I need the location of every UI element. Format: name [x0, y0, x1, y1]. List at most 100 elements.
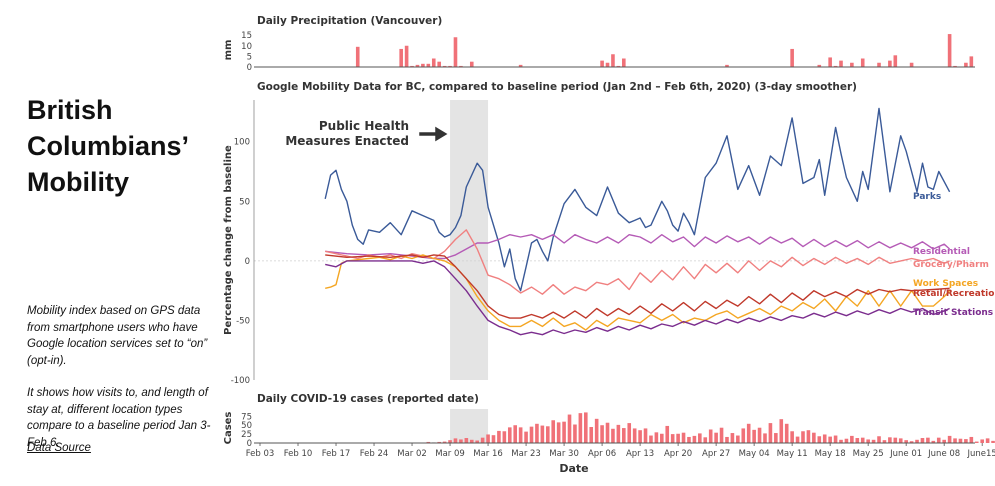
cases-bar — [665, 425, 670, 443]
cases-bar — [442, 441, 447, 443]
precip-bar — [622, 58, 626, 67]
cases-bar — [578, 413, 583, 443]
cases-bar — [752, 429, 756, 443]
cases-bar — [888, 437, 892, 443]
cases-bar — [833, 435, 838, 443]
cases-bar — [513, 425, 518, 443]
series-line — [325, 260, 950, 336]
x-tick-label: Apr 13 — [626, 449, 654, 459]
cases-bar — [518, 427, 523, 443]
cases-bar — [866, 439, 870, 443]
cases-bar — [556, 422, 561, 443]
cases-bar — [545, 426, 550, 443]
precip-bar — [893, 55, 898, 67]
cases-bar — [980, 439, 984, 443]
cases-bar — [524, 431, 528, 443]
x-tick-label: Mar 23 — [511, 449, 541, 459]
cases-bar — [714, 432, 718, 443]
cases-bar — [725, 436, 729, 443]
cases-bar — [942, 439, 946, 443]
cases-bar — [562, 421, 566, 443]
precip-bar — [399, 48, 403, 67]
precip-bar — [404, 45, 409, 67]
x-tick-label: May 04 — [739, 449, 770, 459]
x-tick-label: Apr 27 — [702, 449, 730, 459]
legend-label: Transit Stations — [913, 308, 993, 318]
cases-bar — [801, 431, 805, 443]
cases-bar — [877, 436, 881, 443]
cases-bar — [567, 414, 572, 443]
precip-bar — [421, 63, 425, 67]
cases-bar — [844, 438, 849, 443]
cases-bar — [643, 428, 648, 443]
cases-bar — [757, 427, 762, 443]
cases-bar — [486, 434, 490, 443]
mobility-y-tick: 0 — [245, 257, 250, 267]
cases-bar — [573, 424, 577, 443]
precip-bar — [415, 64, 420, 67]
cases-bar — [475, 440, 479, 443]
description-paragraph-1: Mobility index based on GPS data from sm… — [27, 305, 208, 367]
cases-y-tick: 50 — [241, 421, 252, 431]
precip-bar — [469, 61, 474, 67]
cases-bar — [507, 427, 512, 443]
precip-bar — [442, 65, 447, 67]
cases-bar — [600, 425, 604, 443]
cases-bar — [931, 440, 936, 443]
cases-bar — [746, 423, 751, 443]
precip-bar — [600, 60, 604, 67]
cases-bar — [817, 436, 822, 443]
cases-bar — [719, 427, 724, 443]
cases-bar — [969, 436, 974, 443]
cases-bar — [774, 433, 778, 443]
precip-title: Daily Precipitation (Vancouver) — [257, 15, 442, 27]
precip-bar — [790, 48, 794, 67]
cases-bar — [589, 427, 594, 443]
description: Mobility index based on GPS data from sm… — [27, 303, 217, 467]
legend-label: Work Spaces — [913, 279, 978, 289]
cases-bar — [790, 431, 794, 443]
cases-bar — [904, 440, 908, 443]
x-tick-label: Mar 30 — [549, 449, 579, 459]
mobility-y-tick: -100 — [231, 376, 250, 386]
cases-bar — [654, 432, 659, 443]
cases-bar — [649, 435, 653, 443]
x-axis-label: Date — [559, 462, 588, 475]
cases-bar — [535, 423, 539, 443]
cases-bar — [898, 438, 903, 443]
x-tick-label: Feb 03 — [246, 449, 275, 459]
cases-bar — [958, 438, 963, 443]
precip-bar — [964, 62, 968, 67]
annotation-text: Public Health — [319, 119, 409, 133]
series-line — [325, 233, 951, 260]
cases-bar — [502, 431, 507, 443]
precip-bar — [410, 65, 414, 67]
cases-bar — [670, 434, 675, 443]
x-tick-label: May 18 — [815, 449, 846, 459]
cases-bar — [681, 432, 686, 443]
cases-bar — [920, 438, 925, 443]
precip-bar — [616, 65, 621, 67]
mobility-y-tick: 50 — [239, 197, 250, 207]
cases-bar — [806, 430, 811, 443]
cases-bar — [839, 439, 843, 443]
x-tick-label: Apr 20 — [664, 449, 692, 459]
mobility-shaded-period — [450, 100, 489, 380]
cases-bar — [850, 435, 854, 443]
data-source-link[interactable]: Data Source — [27, 442, 91, 454]
precip-bar — [453, 37, 458, 67]
x-tick-label: June15 — [967, 449, 995, 459]
precip-bar — [605, 62, 610, 67]
cases-bar — [616, 424, 621, 443]
cases-bar — [692, 435, 697, 443]
cases-bar — [812, 432, 816, 443]
cases-bar — [426, 441, 431, 443]
precip-bar — [909, 62, 914, 67]
cases-bar — [708, 429, 713, 443]
cases-bar — [551, 420, 556, 443]
cases-bar — [448, 440, 452, 443]
mobility-y-tick: -50 — [236, 316, 250, 326]
precip-bar — [437, 61, 441, 67]
precip-bar — [860, 58, 865, 67]
